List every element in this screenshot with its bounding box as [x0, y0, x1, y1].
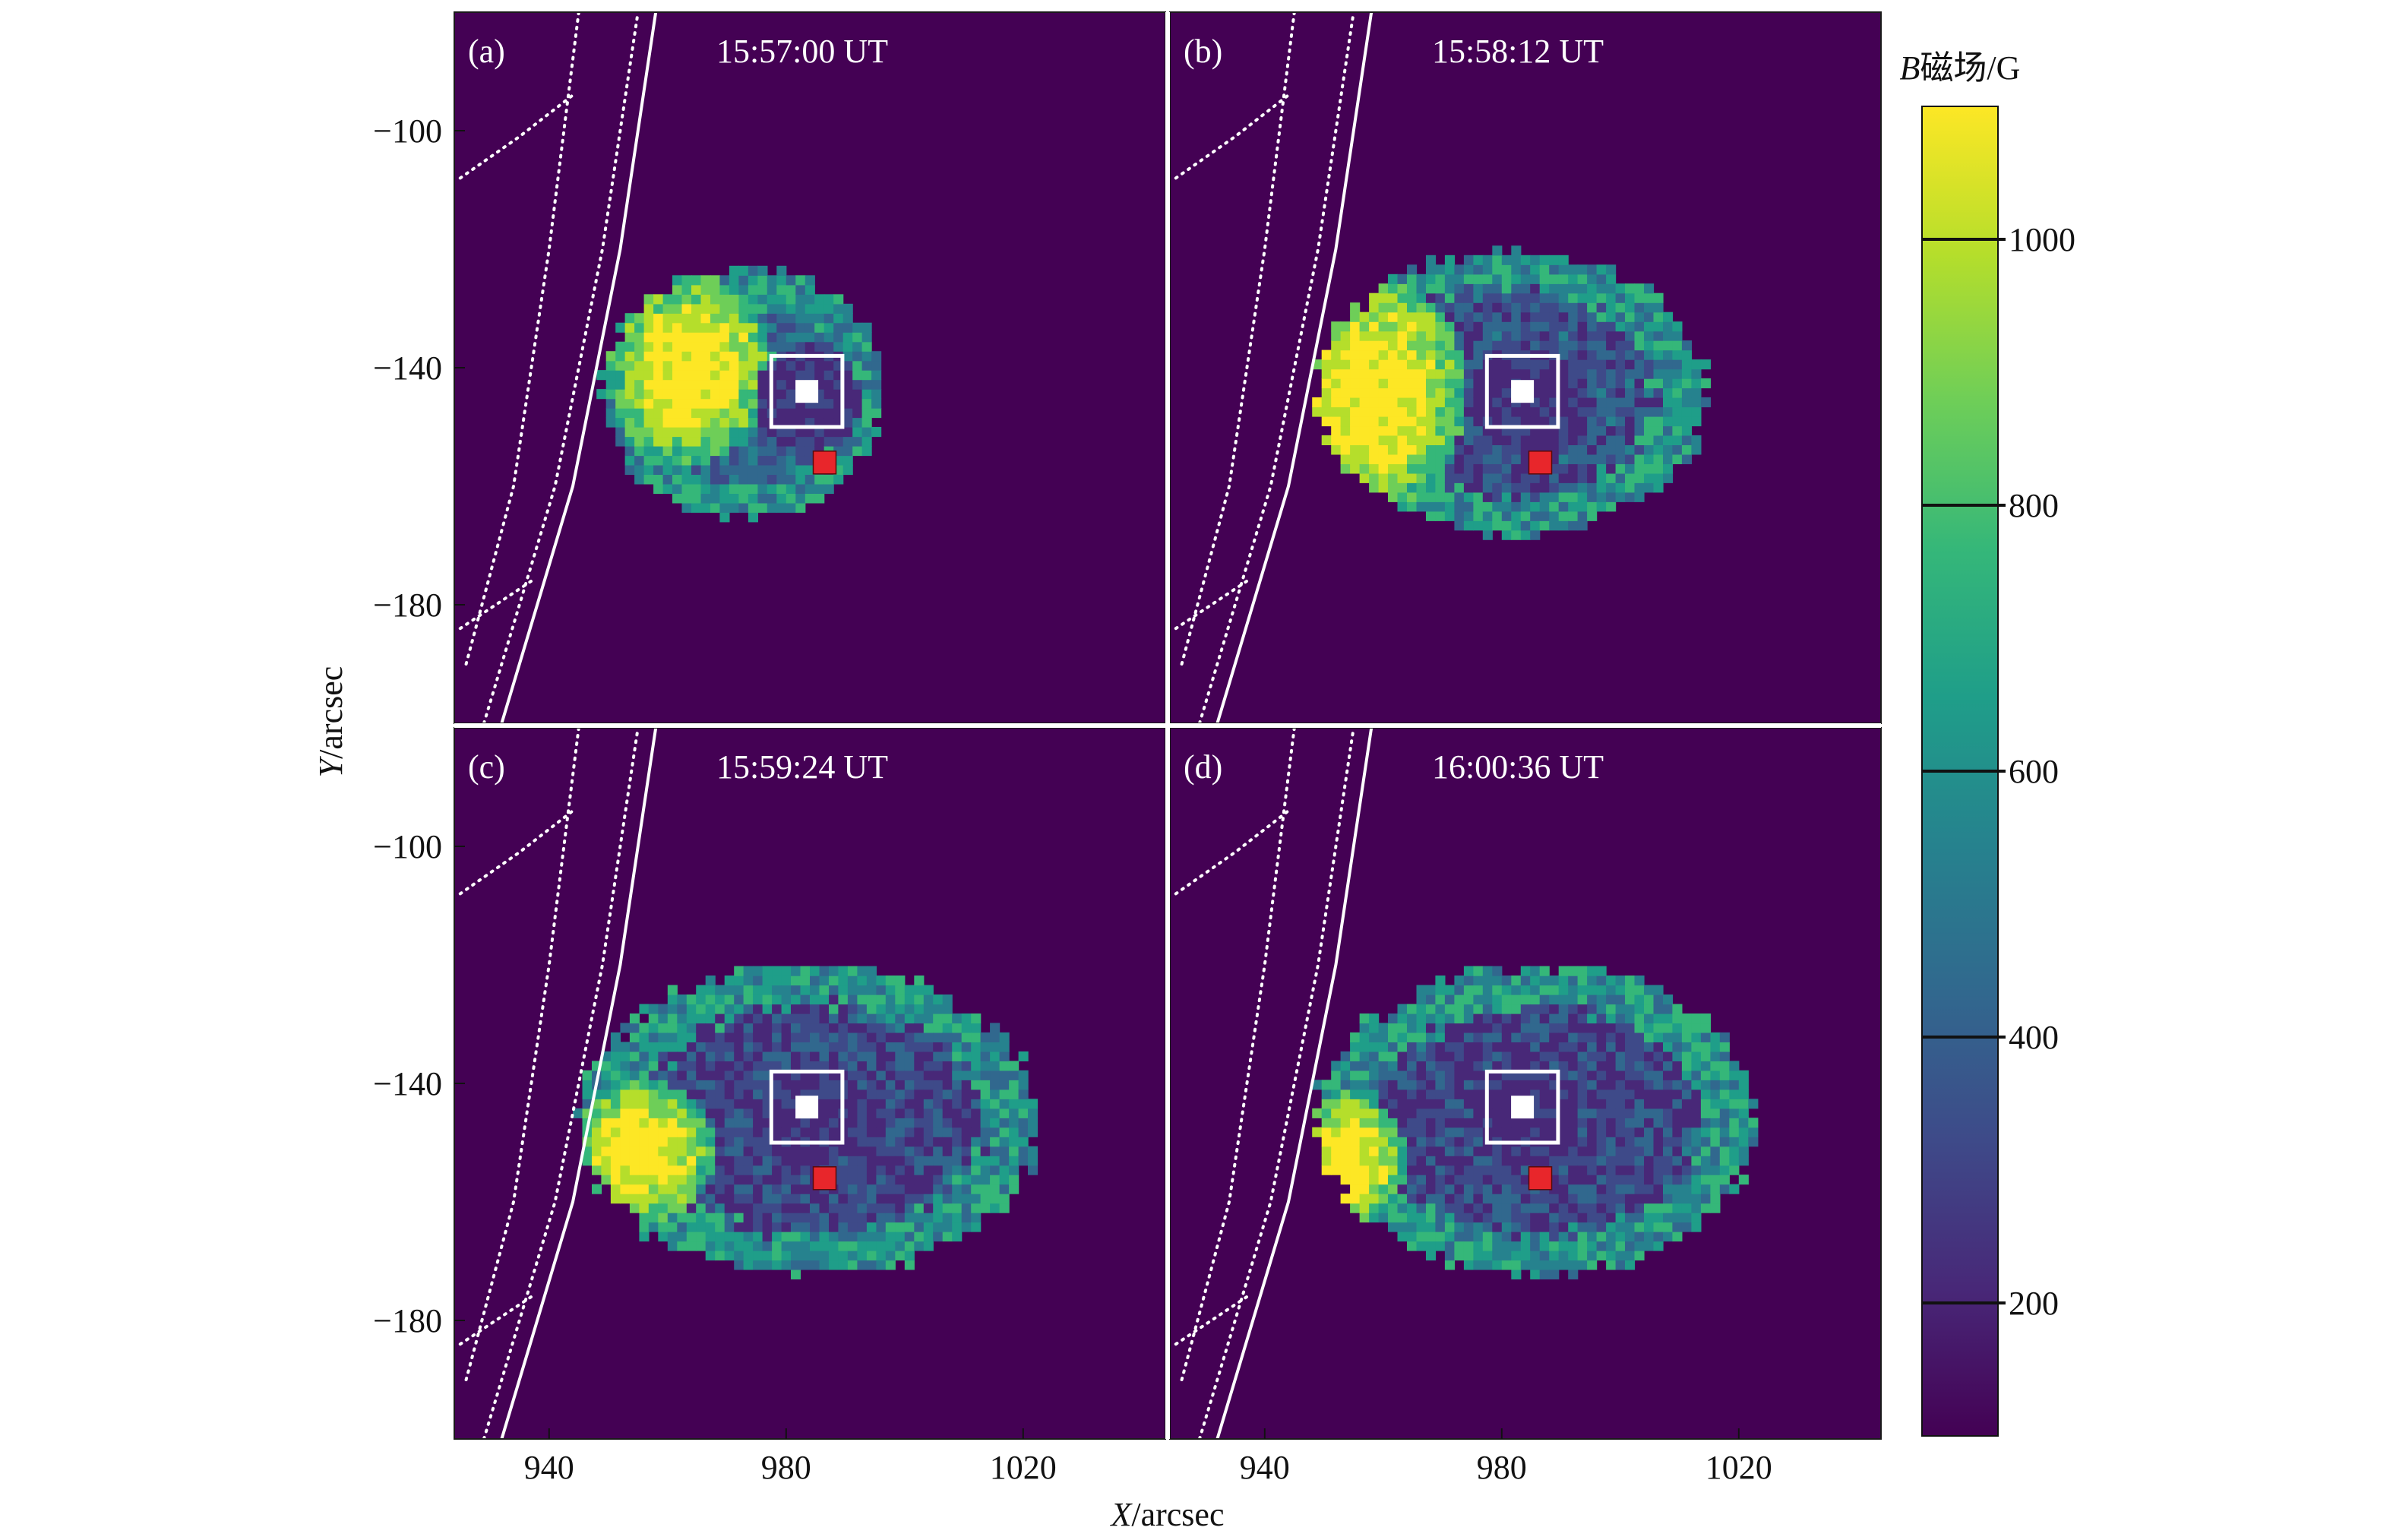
x-tick-label: 1020 [990, 1449, 1057, 1486]
panel-time: 15:57:00 UT [716, 33, 888, 70]
heatmap [1312, 245, 1711, 540]
selection-box [769, 1069, 845, 1145]
panels: (a) 15:57:00 UT (b) 15:58:12 UT (c) 15:59:24 … [454, 11, 1882, 1440]
y-tick-label: −100 [373, 112, 442, 150]
white-point-marker [1511, 1096, 1535, 1119]
heatmap [1312, 966, 1759, 1279]
limb-dotted-line [458, 809, 574, 896]
colorbar-tick-label: 1000 [2009, 221, 2075, 258]
y-tick-label: −180 [373, 587, 442, 624]
heatmap [596, 265, 882, 523]
y-tick-label: −180 [373, 1302, 442, 1339]
y-tick-label: −100 [373, 828, 442, 865]
limb-curves [1174, 12, 1374, 723]
limb-line [500, 728, 658, 1439]
colorbar-tick-label: 600 [2009, 753, 2059, 790]
limb-curves [458, 12, 658, 723]
panel-tag: (d) [1184, 748, 1222, 786]
x-axis: 940 980 1020 940 980 1020 [524, 1428, 1772, 1486]
limb-dotted-line [1174, 809, 1290, 896]
y-tick-label: −140 [373, 1065, 442, 1102]
white-point-marker [1511, 380, 1535, 403]
limb-dotted-line [458, 1295, 533, 1346]
white-point-marker [795, 380, 819, 403]
limb-line [500, 12, 658, 723]
red-point-marker [1528, 1166, 1553, 1191]
limb-curves [458, 728, 658, 1439]
limb-line [1215, 12, 1374, 723]
limb-dotted-line [458, 579, 533, 631]
limb-dotted-line [458, 93, 574, 180]
y-axis: −100 −140 −180 −100 −140 −180 [373, 112, 465, 1339]
panel-b: (b) 15:58:12 UT [1169, 11, 1882, 724]
limb-dotted-line [482, 12, 640, 723]
colorbar-tick-label: 200 [2009, 1285, 2059, 1322]
red-point-marker [812, 1166, 837, 1191]
limb-dotted-line [482, 728, 640, 1439]
colorbar-tick-label: 400 [2009, 1019, 2059, 1056]
x-axis-label: X/arcsec [1109, 1496, 1224, 1533]
x-tick-label: 940 [524, 1449, 574, 1486]
panel-time: 15:59:24 UT [716, 748, 888, 786]
x-tick-label: 980 [761, 1449, 811, 1486]
limb-dotted-line [1180, 12, 1296, 666]
panel-a: (a) 15:57:00 UT [454, 11, 1166, 724]
limb-dotted-line [1174, 93, 1290, 180]
colorbar-label: B磁场/G [1900, 49, 2021, 87]
panel-tag: (b) [1184, 33, 1222, 70]
colorbar: 200 400 600 800 1000 [1921, 106, 2075, 1437]
limb-line [1215, 728, 1374, 1439]
panel-tag: (a) [468, 33, 505, 70]
limb-curves [1174, 728, 1374, 1439]
red-point-marker [1528, 451, 1553, 475]
x-tick-label: 980 [1477, 1449, 1527, 1486]
limb-dotted-line [464, 728, 580, 1381]
limb-dotted-line [1174, 579, 1249, 631]
panel-time: 16:00:36 UT [1432, 748, 1604, 786]
selection-box [1484, 353, 1560, 429]
limb-dotted-line [1180, 728, 1296, 1381]
x-tick-label: 1020 [1705, 1449, 1772, 1486]
limb-dotted-line [464, 12, 580, 666]
x-tick-label: 940 [1240, 1449, 1290, 1486]
y-axis-label: Y/arcsec [312, 666, 349, 778]
colorbar-tick-label: 800 [2009, 487, 2059, 524]
panel-tag: (c) [468, 748, 505, 786]
limb-dotted-line [1198, 12, 1355, 723]
limb-dotted-line [1198, 728, 1355, 1439]
selection-box [769, 353, 845, 429]
panel-c: (c) 15:59:24 UT [454, 727, 1166, 1440]
red-point-marker [812, 451, 837, 475]
panel-divider [454, 723, 1881, 728]
white-point-marker [795, 1096, 819, 1119]
selection-box [1484, 1069, 1560, 1145]
panel-time: 15:58:12 UT [1432, 33, 1604, 70]
panel-d: (d) 16:00:36 UT [1169, 727, 1882, 1440]
y-tick-label: −140 [373, 349, 442, 387]
limb-dotted-line [1174, 1295, 1249, 1346]
